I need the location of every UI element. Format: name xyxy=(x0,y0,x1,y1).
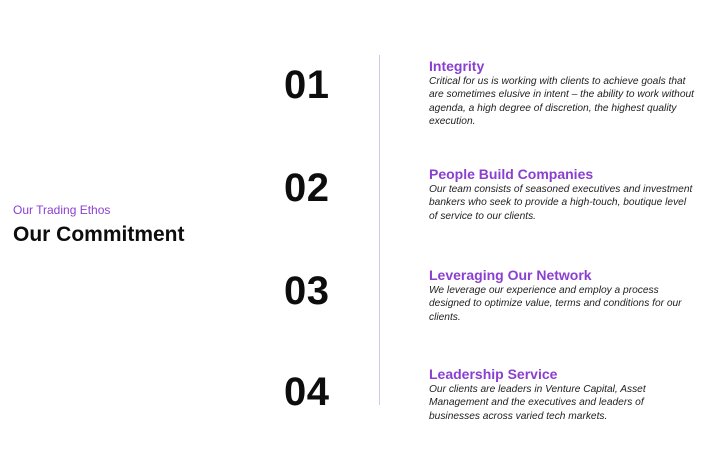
commitment-item-integrity: 01 Integrity Critical for us is working … xyxy=(0,58,717,148)
vertical-divider xyxy=(379,55,380,405)
item-heading: Leveraging Our Network xyxy=(429,267,592,283)
section-eyebrow: Our Trading Ethos xyxy=(13,203,111,217)
item-number: 03 xyxy=(284,269,330,313)
page-title: Our Commitment xyxy=(13,223,185,246)
item-description: We leverage our experience and employ a … xyxy=(429,285,682,323)
item-number: 01 xyxy=(284,63,330,107)
commitment-item-network: 03 Leveraging Our Network We leverage ou… xyxy=(0,267,717,358)
item-heading: People Build Companies xyxy=(429,166,594,182)
item-description: Critical for us is working with clients … xyxy=(429,76,694,128)
item-number: 02 xyxy=(284,166,330,210)
item-heading: Integrity xyxy=(429,58,485,74)
commitment-item-leadership: 04 Leadership Service Our clients are le… xyxy=(0,366,717,457)
item-description: Our team consists of seasoned executives… xyxy=(429,184,693,222)
item-number: 04 xyxy=(284,370,330,414)
item-text: Leveraging Our Network We leverage our e… xyxy=(429,267,697,324)
item-text: People Build Companies Our team consists… xyxy=(429,166,697,223)
item-heading: Leadership Service xyxy=(429,366,558,382)
commitment-item-people: 02 People Build Companies Our team consi… xyxy=(0,166,717,258)
item-text: Leadership Service Our clients are leade… xyxy=(429,366,697,423)
item-description: Our clients are leaders in Venture Capit… xyxy=(429,384,646,422)
item-text: Integrity Critical for us is working wit… xyxy=(429,58,697,129)
intro-block: Our Trading Ethos Our Commitment xyxy=(13,203,253,247)
